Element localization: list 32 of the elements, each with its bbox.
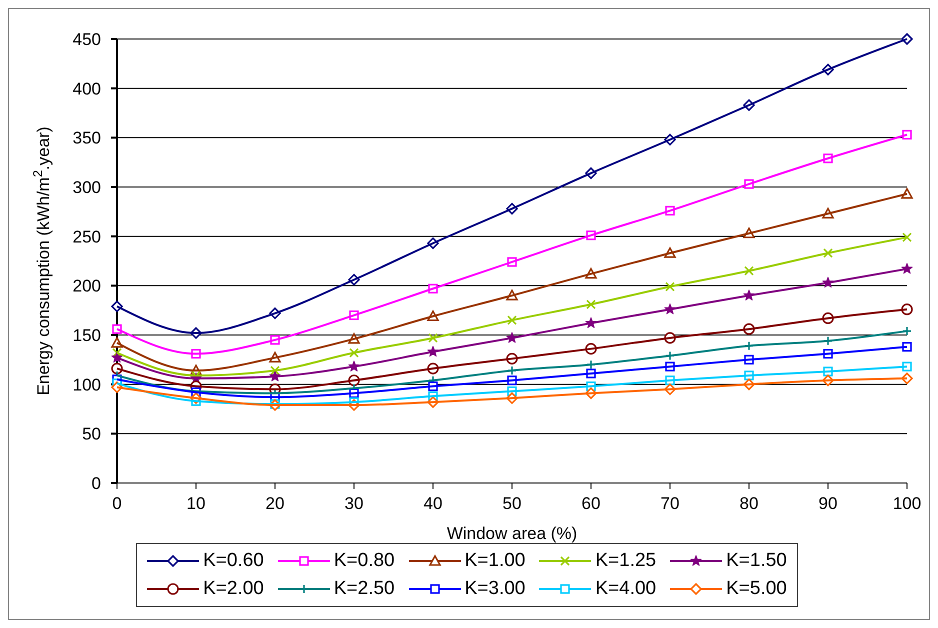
x-tick-label: 80 [740, 494, 758, 514]
x-tick-label: 60 [582, 494, 600, 514]
x-tick-label: 30 [344, 494, 364, 514]
legend-label: K=1.50 [726, 550, 787, 572]
x-tick-label: 40 [424, 494, 442, 514]
y-tick-label: 400 [72, 79, 101, 98]
x-axis-title: Window area (%) [446, 524, 578, 543]
x-tick-label: 50 [502, 494, 522, 514]
legend-label: K=0.60 [203, 550, 264, 572]
y-tick-label: 150 [72, 326, 101, 346]
legend-label: K=1.25 [595, 550, 656, 572]
y-tick-label: 200 [72, 276, 101, 296]
x-tick-label: 0 [112, 494, 122, 514]
legend-label: K=1.00 [464, 550, 526, 572]
legend-label: K=5.00 [726, 578, 787, 600]
y-tick-label: 50 [82, 424, 101, 444]
legend-label: K=3.00 [464, 578, 526, 600]
legend-label: K=2.50 [334, 578, 395, 600]
x-tick-label: 100 [892, 494, 922, 514]
y-tick-label: 100 [72, 375, 101, 394]
legend-label: K=4.00 [595, 578, 656, 600]
legend-label: K=0.80 [334, 550, 395, 572]
x-tick-label: 20 [266, 494, 284, 514]
legend-label: K=2.00 [203, 578, 264, 600]
y-tick-label: 300 [72, 178, 101, 198]
x-tick-label: 10 [186, 494, 206, 514]
x-tick-label: 90 [818, 494, 838, 514]
x-tick-label: 70 [660, 494, 680, 514]
y-tick-label: 0 [92, 474, 101, 494]
y-tick-label: 450 [72, 30, 101, 50]
y-tick-label: 350 [72, 128, 101, 148]
y-tick-label: 250 [72, 227, 101, 246]
